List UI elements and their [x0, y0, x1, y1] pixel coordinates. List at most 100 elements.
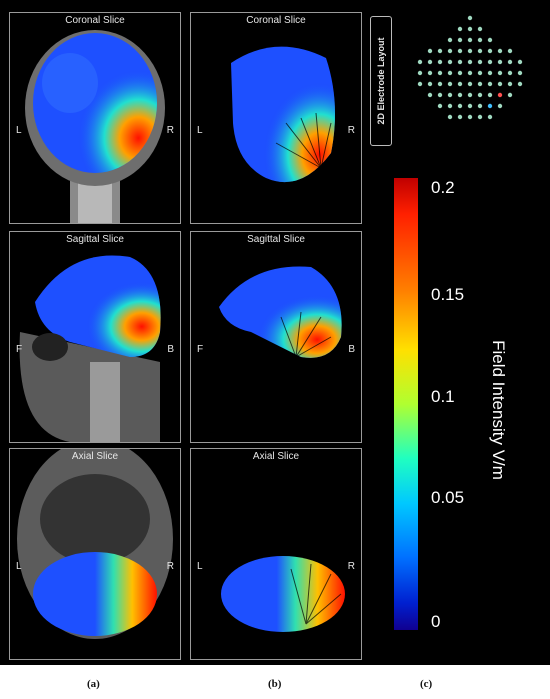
panel-title: Axial Slice	[71, 451, 119, 462]
back-label: B	[167, 344, 174, 355]
axial-mri-panel: Axial Slice L R	[9, 448, 181, 660]
electrode-dot	[457, 81, 463, 87]
subfigure-label-c: (c)	[420, 678, 433, 690]
electrode-dot	[437, 70, 443, 76]
electrode-dot	[477, 26, 483, 32]
electrode-dot	[437, 103, 443, 109]
colorbar-tick-label: 0.1	[431, 387, 455, 406]
electrode-dot	[477, 92, 483, 98]
electrode-dot	[467, 92, 473, 98]
electrode-dot	[457, 70, 463, 76]
electrode-dot	[417, 81, 423, 87]
subfigure-label-a: (a)	[87, 678, 100, 690]
panel-title: Coronal Slice	[65, 15, 125, 26]
electrode-dot	[507, 59, 513, 65]
electrode-dot	[437, 92, 443, 98]
electrode-dot	[467, 15, 473, 21]
panel-title: Axial Slice	[252, 451, 300, 462]
electrode-dot	[487, 92, 493, 98]
electrode-dot	[447, 103, 453, 109]
electrode-dot	[477, 81, 483, 87]
left-label: L	[16, 561, 22, 572]
electrode-dot	[497, 103, 503, 109]
right-label: R	[347, 561, 355, 572]
coronal-field-image	[231, 46, 335, 183]
electrode-dot	[427, 70, 433, 76]
electrode-layout-map	[417, 15, 523, 120]
electrode-dot	[517, 59, 523, 65]
electrode-dot	[427, 92, 433, 98]
electrode-dot	[457, 26, 463, 32]
right-label: R	[166, 125, 174, 136]
electrode-dot	[467, 70, 473, 76]
electrode-dot	[487, 48, 493, 54]
front-label: F	[16, 344, 23, 355]
electrode-dot	[437, 59, 443, 65]
electrode-dot	[427, 59, 433, 65]
electrode-dot	[497, 48, 503, 54]
electrode-dot	[497, 70, 503, 76]
panel-title: Coronal Slice	[246, 15, 306, 26]
left-label: L	[197, 561, 203, 572]
electrode-dot	[467, 48, 473, 54]
electrode-dot	[437, 48, 443, 54]
electrode-dot	[417, 59, 423, 65]
electrode-dot	[477, 103, 483, 109]
electrode-dot	[457, 48, 463, 54]
electrode-dot	[467, 26, 473, 32]
electrode-dot	[477, 70, 483, 76]
sagittal-field-panel: Sagittal Slice F B	[190, 231, 362, 443]
colorbar-tick-label: 0	[431, 612, 441, 631]
sagittal-mri-image	[19, 255, 161, 442]
electrode-dot	[447, 59, 453, 65]
sagittal-field-image	[219, 266, 342, 358]
colorbar-tick-label: 0.2	[431, 178, 455, 197]
electrode-dot	[517, 81, 523, 87]
axial-mri-image	[17, 449, 173, 639]
figure-stage: Coronal Slice L R Coronal Slice L R 2D E	[0, 0, 550, 665]
electrode-dot	[467, 103, 473, 109]
electrode-dot	[487, 70, 493, 76]
axial-field-panel: Axial Slice L R	[190, 448, 362, 660]
electrode-dot	[507, 92, 513, 98]
electrode-dot	[507, 70, 513, 76]
front-label: F	[197, 344, 204, 355]
electrode-dot	[487, 37, 493, 43]
electrode-dot	[447, 92, 453, 98]
electrode-dot	[507, 81, 513, 87]
panel-title: Sagittal Slice	[66, 234, 124, 245]
subfigure-label-b: (b)	[268, 678, 282, 690]
electrode-dot	[467, 114, 473, 120]
electrode-dot	[457, 59, 463, 65]
left-label: L	[197, 125, 203, 136]
colorbar	[394, 178, 418, 630]
electrode-dot	[487, 59, 493, 65]
right-label: R	[166, 561, 174, 572]
electrode-dot	[497, 81, 503, 87]
electrode-layout-label: 2D Electrode Layout	[370, 16, 392, 146]
colorbar-title: Field Intensity V/m	[489, 340, 508, 480]
electrode-dot	[477, 48, 483, 54]
colorbar-tick-label: 0.15	[431, 285, 465, 304]
electrode-dot	[477, 114, 483, 120]
sagittal-mri-panel: Sagittal Slice F B	[9, 231, 181, 443]
electrode-dot	[437, 81, 443, 87]
right-label: R	[347, 125, 355, 136]
electrode-dot	[487, 103, 493, 109]
electrode-dot	[497, 92, 503, 98]
electrode-dot	[477, 59, 483, 65]
electrode-dot	[497, 59, 503, 65]
left-label: L	[16, 125, 22, 136]
coronal-field-panel: Coronal Slice L R	[190, 12, 362, 224]
electrode-dot	[457, 103, 463, 109]
electrode-dot	[447, 48, 453, 54]
electrode-dot	[517, 70, 523, 76]
electrode-dot	[467, 37, 473, 43]
electrode-dot	[417, 70, 423, 76]
electrode-dot	[507, 48, 513, 54]
electrode-dot	[487, 81, 493, 87]
electrode-dot	[427, 48, 433, 54]
electrode-dot	[447, 70, 453, 76]
electrode-dot	[487, 114, 493, 120]
coronal-mri-image	[25, 30, 165, 223]
